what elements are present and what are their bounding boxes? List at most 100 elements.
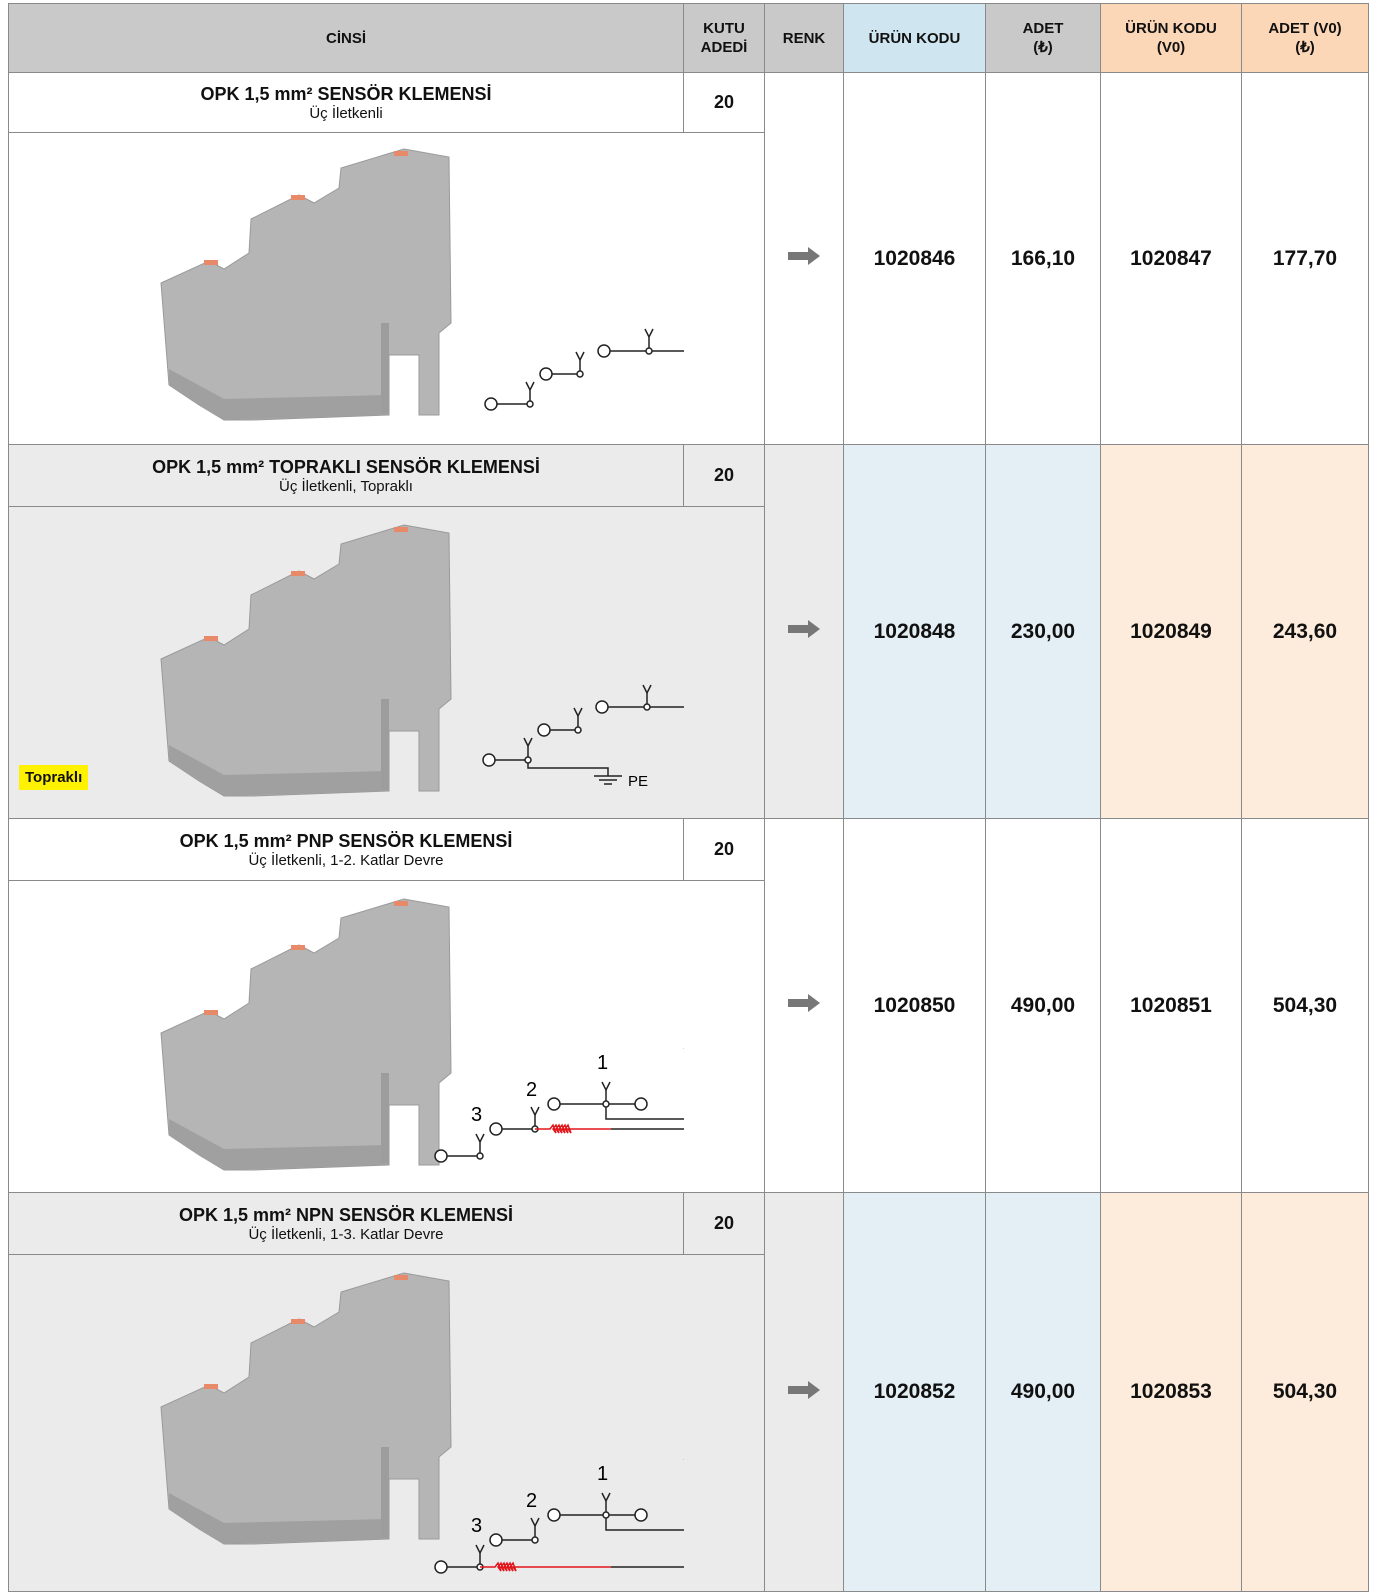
circuit-diagram [484,328,684,411]
node [645,347,653,355]
diagram-label: 2 [526,1490,537,1512]
product-title: OPK 1,5 mm² TOPRAKLI SENSÖR KLEMENSİ [152,456,540,477]
color-cell [764,444,844,819]
column-header: RENK [764,3,844,73]
product-image-cell: 1 2 3 [8,1254,765,1592]
product-title: OPK 1,5 mm² NPN SENSÖR KLEMENSİ [178,1204,514,1225]
node [576,370,584,378]
fork [530,1517,540,1528]
fork [642,684,652,695]
arrow-icon [788,620,820,638]
column-header: ADET (V0) (₺) [1241,3,1369,73]
fork [573,707,583,718]
fork [475,1133,485,1144]
product-subtitle: Üç İletkenli [309,104,383,122]
price-v0: 504,30 [1241,1192,1369,1592]
column-header: CİNSİ [8,3,684,73]
diagram-label: 1 [597,1463,608,1485]
color-cell [764,72,844,445]
terminal [484,397,498,411]
terminal [482,753,496,767]
product-illustration: 1 2 3 [160,1272,684,1574]
node [602,1100,610,1108]
product-image-cell: 1 2 3 [8,880,765,1193]
product-image-row: PE Topraklı [8,506,1369,819]
price: 490,00 [985,818,1101,1193]
product-code: 1020848 [843,444,986,819]
arrow-icon [788,1380,820,1399]
arrow [788,994,820,1012]
product-code: 1020852 [843,1192,986,1592]
price: 490,00 [985,1192,1101,1592]
product-illustration: PE [160,524,684,797]
terminal [434,1560,448,1574]
arrow [788,247,820,265]
fork [644,328,654,339]
ground-wire [527,763,622,785]
header-row: CİNSİ KUTU ADEDİ RENK ÜRÜN KODU ADET (₺) ÜRÜN… [8,3,1369,73]
box-quantity: 20 [683,72,765,133]
resistor [535,1123,611,1134]
product-title-cell: OPK 1,5 mm² SENSÖR KLEMENSİ Üç İletkenli [8,72,684,133]
product-subtitle: Üç İletkenli, Topraklı [279,477,413,495]
product-image-cell [8,132,765,445]
price: 166,10 [985,72,1101,445]
circuit-diagram: PE [482,684,684,790]
diagram-label: 3 [471,1104,482,1126]
product-row: OPK 1,5 mm² PNP SENSÖR KLEMENSİ Üç İletke… [8,818,1369,1193]
diagram-label: 2 [526,1079,537,1101]
product-illustration [160,148,684,421]
price-v0: 504,30 [1241,818,1369,1193]
fork [525,381,535,392]
node [531,1536,539,1544]
product-subtitle: Üç İletkenli, 1-3. Katlar Devre [248,1225,444,1243]
fork [601,1081,611,1092]
color-cell [764,1192,844,1592]
node [524,756,532,764]
fork [575,351,585,362]
terminal [489,1122,503,1136]
arrow [788,620,820,638]
column-header: ÜRÜN KODU (V0) [1100,3,1242,73]
product-title-cell: OPK 1,5 mm² NPN SENSÖR KLEMENSİ Üç İletke… [8,1192,684,1255]
resistor [480,1561,611,1572]
terminal [634,1097,648,1111]
price: 230,00 [985,444,1101,819]
node [526,400,534,408]
product-row: OPK 1,5 mm² TOPRAKLI SENSÖR KLEMENSİ Üç İ… [8,444,1369,819]
fork [530,1106,540,1117]
product-row: OPK 1,5 mm² NPN SENSÖR KLEMENSİ Üç İletke… [8,1192,1369,1592]
product-image-row [8,132,1369,445]
product-code-v0: 1020853 [1100,1192,1242,1592]
product-code: 1020846 [843,72,986,445]
terminal [595,700,609,714]
color-cell [764,818,844,1193]
product-code-v0: 1020849 [1100,444,1242,819]
product-image [160,148,452,421]
price-v0: 177,70 [1241,72,1369,445]
terminal [547,1097,561,1111]
arrow-icon [788,994,820,1012]
badge: Topraklı [19,765,89,790]
product-title-cell: OPK 1,5 mm² TOPRAKLI SENSÖR KLEMENSİ Üç İ… [8,444,684,507]
price-v0: 243,60 [1241,444,1369,819]
terminal [539,367,553,381]
product-row: OPK 1,5 mm² SENSÖR KLEMENSİ Üç İletkenli 2… [8,72,1369,445]
wire [605,1107,684,1130]
product-illustration: 1 2 3 [160,898,684,1171]
column-header: KUTU ADEDİ [683,3,765,73]
node [476,1152,484,1160]
product-image [160,524,452,797]
arrow [788,1380,820,1399]
product-title: OPK 1,5 mm² PNP SENSÖR KLEMENSİ [179,830,513,851]
product-image-cell: PE Topraklı [8,506,765,819]
circuit-diagram: 1 2 3 [434,1048,684,1163]
column-header: ÜRÜN KODU [843,3,986,73]
product-image-row: 1 2 3 [8,1254,1369,1592]
product-code-v0: 1020847 [1100,72,1242,445]
terminal [547,1508,561,1522]
product-code: 1020850 [843,818,986,1193]
product-image [160,898,452,1171]
box-quantity: 20 [683,818,765,881]
box-quantity: 20 [683,1192,765,1255]
